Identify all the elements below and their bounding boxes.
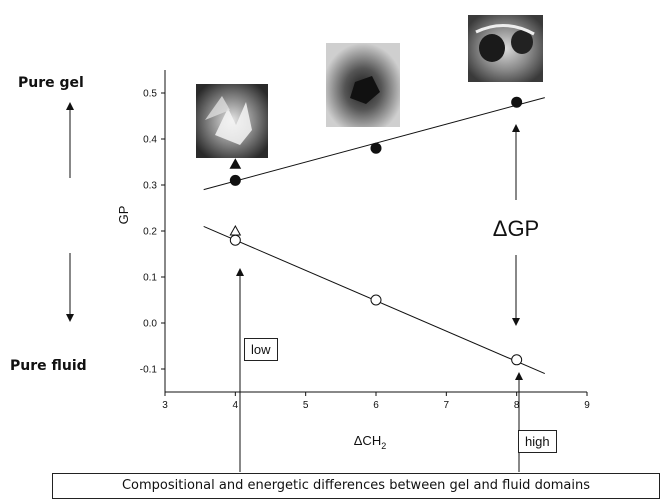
- caption-box: Compositional and energetic differences …: [52, 473, 660, 499]
- y-tick-label: 0.2: [143, 227, 157, 238]
- y-axis-title: GP: [116, 206, 131, 225]
- y-tick-label: 0.1: [143, 273, 157, 284]
- high-label: high: [518, 430, 557, 453]
- gel-point: [370, 142, 382, 154]
- x-tick-label: 3: [162, 400, 168, 411]
- x-tick-label: 8: [514, 400, 520, 411]
- fluid-triangle-marker: [229, 224, 242, 236]
- x-axis-title: ΔCH2: [354, 433, 386, 451]
- gel-triangle-marker: [229, 158, 242, 169]
- x-tick-label: 5: [303, 400, 309, 411]
- y-tick-label: 0.5: [143, 89, 157, 100]
- gel-point: [229, 174, 241, 186]
- fluid-point: [370, 294, 382, 306]
- delta-gp-label: ΔGP: [493, 216, 539, 241]
- y-tick-label: 0.0: [143, 319, 157, 330]
- x-tick-label: 9: [584, 400, 590, 411]
- fluid-point: [229, 234, 241, 246]
- pure-fluid-label: Pure fluid: [10, 358, 87, 374]
- fluid-point: [511, 354, 523, 366]
- axis-ticks: 3 4 5 6 7 8 9 -0.1 0.0 0.1 0.2 0.3 0.4 0.5: [140, 89, 590, 412]
- pure-gel-label: Pure gel: [18, 75, 84, 91]
- gel-point: [511, 96, 523, 108]
- data-points: [229, 96, 523, 366]
- x-tick-label: 4: [233, 400, 239, 411]
- y-tick-label: -0.1: [140, 365, 158, 376]
- micrograph-1: [196, 84, 268, 158]
- micrograph-3: [468, 15, 543, 82]
- low-label: low: [244, 338, 278, 361]
- x-tick-label: 6: [373, 400, 379, 411]
- x-tick-label: 7: [444, 400, 450, 411]
- micrograph-2: [326, 43, 400, 127]
- y-tick-label: 0.3: [143, 181, 157, 192]
- y-tick-label: 0.4: [143, 135, 157, 146]
